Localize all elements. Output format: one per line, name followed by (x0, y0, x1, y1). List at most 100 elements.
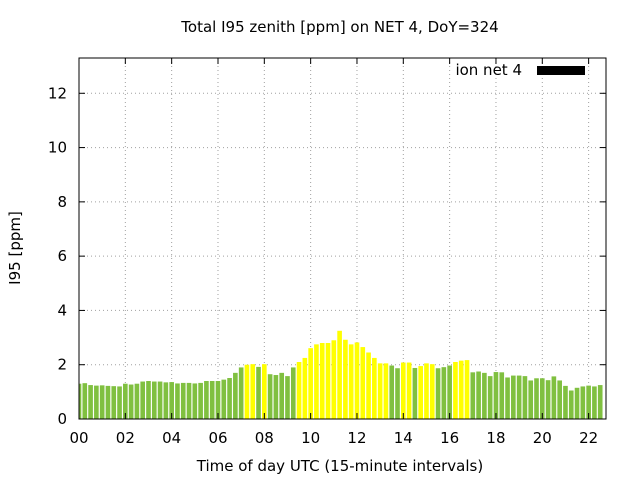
bar (383, 363, 389, 419)
bar (539, 378, 545, 419)
bar (250, 364, 256, 419)
x-tick-label: 16 (440, 429, 459, 447)
bar (429, 364, 435, 419)
bar (221, 379, 227, 419)
bar (314, 344, 319, 419)
bar (574, 387, 580, 419)
x-axis-label: Time of day UTC (15-minute intervals) (196, 457, 483, 475)
bar (499, 372, 505, 419)
bar (128, 384, 134, 419)
x-tick-label: 10 (301, 429, 320, 447)
bar (82, 383, 88, 419)
bar (175, 383, 180, 419)
bar (447, 365, 452, 419)
bar (348, 344, 354, 419)
bar (244, 364, 250, 419)
bar (290, 367, 296, 419)
bar (94, 385, 99, 419)
plot-frame (78, 57, 607, 420)
bar (354, 342, 360, 419)
bar (597, 385, 603, 419)
bar (464, 360, 470, 419)
bar (505, 377, 510, 419)
bar (99, 385, 105, 419)
bar (215, 381, 221, 419)
chart-title: Total I95 zenith [ppm] on NET 4, DoY=324 (180, 18, 498, 36)
bar (302, 357, 308, 419)
bar (568, 390, 574, 419)
bar (377, 363, 383, 419)
bar (395, 368, 400, 419)
bar (105, 385, 111, 419)
x-tick-label: 04 (162, 429, 181, 447)
x-tick-label: 20 (533, 429, 552, 447)
bar (296, 362, 302, 419)
bar (319, 343, 325, 419)
bar (522, 376, 528, 419)
bar (79, 383, 82, 419)
bar (169, 382, 174, 419)
bar (453, 362, 458, 419)
bar (435, 368, 441, 419)
legend-swatch (537, 66, 585, 75)
bar (476, 371, 481, 419)
y-tick-label: 6 (57, 247, 67, 265)
y-tick-label: 2 (57, 356, 67, 374)
x-tick-label: 02 (116, 429, 135, 447)
bar (400, 362, 406, 419)
bar (308, 348, 313, 419)
bar (186, 382, 192, 419)
bar (233, 372, 238, 419)
bar (163, 382, 169, 419)
bar (134, 383, 140, 419)
bar (528, 380, 534, 419)
bar (325, 343, 331, 419)
x-tick-label: 08 (255, 429, 274, 447)
bar (592, 386, 597, 419)
bar (343, 339, 348, 419)
y-tick-label: 8 (57, 193, 67, 211)
bar (563, 385, 568, 419)
bar (458, 360, 464, 419)
bar (111, 386, 117, 419)
bar (273, 375, 279, 419)
y-tick-label: 4 (57, 301, 67, 319)
bar (557, 380, 562, 419)
bar (279, 372, 285, 419)
bar (285, 376, 290, 419)
bar (331, 340, 337, 419)
bar (534, 378, 539, 419)
bar (88, 385, 93, 419)
bar (580, 386, 586, 419)
x-tick-label: 14 (394, 429, 413, 447)
bar (493, 372, 499, 419)
legend-label: ion net 4 (455, 61, 522, 79)
bar (262, 364, 267, 419)
bar (516, 375, 522, 419)
bar (151, 381, 157, 419)
bar (511, 375, 516, 419)
bar (117, 386, 122, 419)
bar (204, 381, 209, 419)
bar (470, 372, 476, 419)
bar (180, 382, 186, 419)
bar (337, 330, 342, 419)
bar (157, 381, 163, 419)
bar (192, 383, 198, 419)
y-tick-label: 0 (57, 410, 67, 428)
bar (227, 378, 232, 419)
bar (424, 363, 429, 419)
bar-series (79, 330, 603, 419)
grid-lines (78, 58, 606, 420)
bar (123, 383, 128, 419)
bar (487, 376, 493, 419)
bar (418, 366, 423, 419)
bar (441, 367, 447, 419)
bar (482, 372, 487, 419)
y-tick-label: 12 (48, 84, 67, 102)
bar (140, 381, 146, 419)
bar (406, 362, 412, 419)
x-tick-label: 06 (208, 429, 227, 447)
